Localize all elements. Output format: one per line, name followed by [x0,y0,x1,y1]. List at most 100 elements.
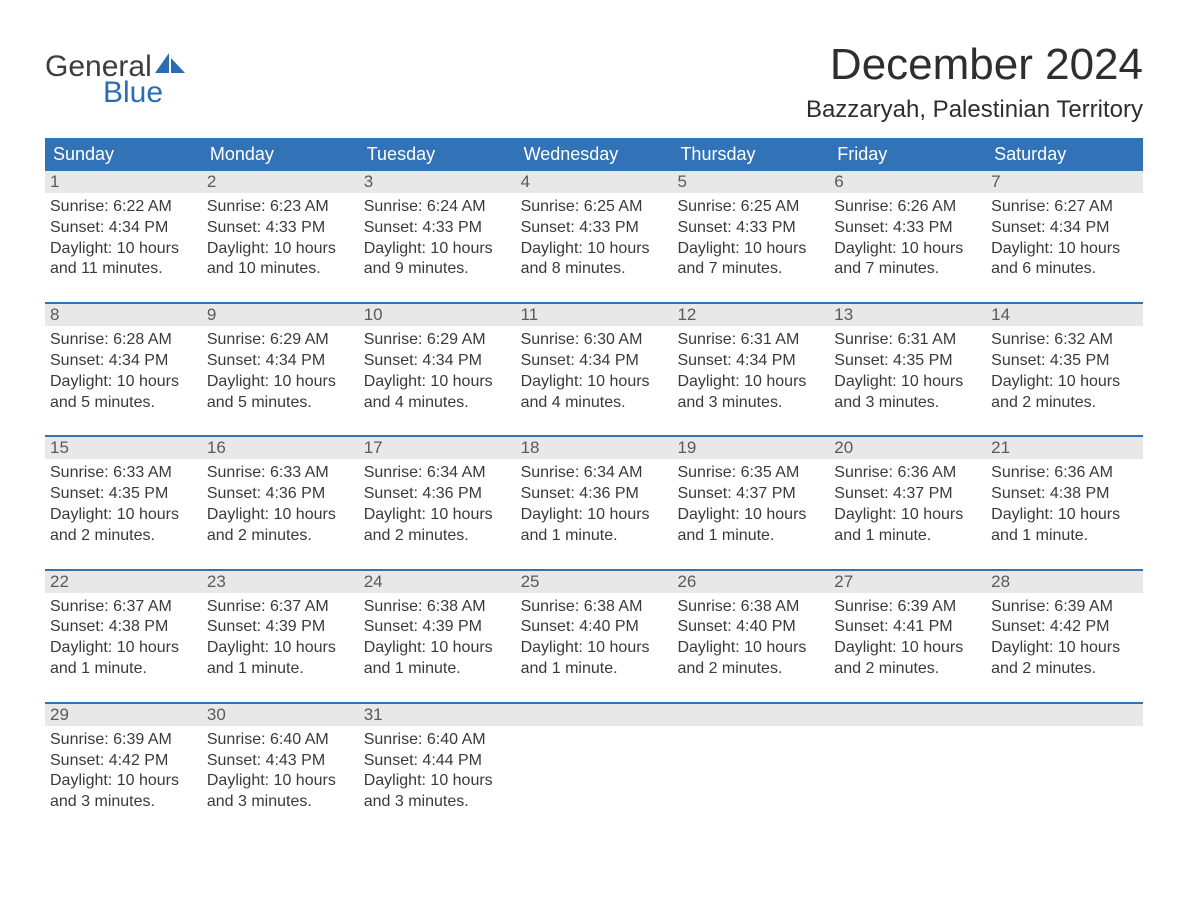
day-dl1: Daylight: 10 hours [207,638,354,659]
day-dl1: Daylight: 10 hours [834,638,981,659]
day-sunset: Sunset: 4:34 PM [677,351,824,372]
day-number: 7 [986,171,1143,193]
day-cell: Sunrise: 6:39 AMSunset: 4:42 PMDaylight:… [986,593,1143,702]
day-dl2: and 9 minutes. [364,259,511,280]
day-sunset: Sunset: 4:40 PM [677,617,824,638]
day-cell: Sunrise: 6:40 AMSunset: 4:44 PMDaylight:… [359,726,516,835]
day-number: 30 [202,704,359,726]
day-dl1: Daylight: 10 hours [50,638,197,659]
day-sunrise: Sunrise: 6:29 AM [207,330,354,351]
day-sunrise: Sunrise: 6:37 AM [50,597,197,618]
day-sunset: Sunset: 4:34 PM [50,218,197,239]
day-number: 25 [516,571,673,593]
day-sunset: Sunset: 4:35 PM [50,484,197,505]
cells-row: Sunrise: 6:37 AMSunset: 4:38 PMDaylight:… [45,593,1143,702]
day-cell: Sunrise: 6:39 AMSunset: 4:41 PMDaylight:… [829,593,986,702]
daynum-row: 891011121314 [45,304,1143,326]
daynum-row: 22232425262728 [45,571,1143,593]
day-dl1: Daylight: 10 hours [50,239,197,260]
day-dl1: Daylight: 10 hours [50,505,197,526]
day-sunset: Sunset: 4:37 PM [834,484,981,505]
day-dl1: Daylight: 10 hours [364,638,511,659]
day-cell: Sunrise: 6:26 AMSunset: 4:33 PMDaylight:… [829,193,986,302]
day-number [516,704,673,726]
day-dl2: and 1 minute. [834,526,981,547]
day-dl2: and 1 minute. [364,659,511,680]
day-cell: Sunrise: 6:32 AMSunset: 4:35 PMDaylight:… [986,326,1143,435]
day-number: 3 [359,171,516,193]
day-cell: Sunrise: 6:40 AMSunset: 4:43 PMDaylight:… [202,726,359,835]
day-sunset: Sunset: 4:34 PM [50,351,197,372]
day-number: 1 [45,171,202,193]
day-number: 18 [516,437,673,459]
day-header: Friday [829,138,986,171]
day-dl2: and 2 minutes. [677,659,824,680]
day-cell [516,726,673,835]
day-sunset: Sunset: 4:33 PM [677,218,824,239]
day-sunrise: Sunrise: 6:36 AM [834,463,981,484]
day-dl2: and 2 minutes. [834,659,981,680]
day-header: Wednesday [516,138,673,171]
day-sunset: Sunset: 4:33 PM [364,218,511,239]
day-dl2: and 3 minutes. [207,792,354,813]
day-sunrise: Sunrise: 6:32 AM [991,330,1138,351]
title-block: December 2024 Bazzaryah, Palestinian Ter… [806,40,1143,124]
day-cell: Sunrise: 6:36 AMSunset: 4:38 PMDaylight:… [986,459,1143,568]
day-sunset: Sunset: 4:33 PM [207,218,354,239]
calendar: Sunday Monday Tuesday Wednesday Thursday… [45,138,1143,835]
day-number: 5 [672,171,829,193]
day-dl2: and 2 minutes. [50,526,197,547]
day-dl1: Daylight: 10 hours [207,372,354,393]
day-dl2: and 3 minutes. [364,792,511,813]
day-dl2: and 1 minute. [991,526,1138,547]
daynum-row: 293031 [45,704,1143,726]
day-cell: Sunrise: 6:38 AMSunset: 4:40 PMDaylight:… [672,593,829,702]
day-sunrise: Sunrise: 6:31 AM [834,330,981,351]
day-dl2: and 1 minute. [50,659,197,680]
calendar-week: 293031Sunrise: 6:39 AMSunset: 4:42 PMDay… [45,702,1143,835]
day-cell: Sunrise: 6:24 AMSunset: 4:33 PMDaylight:… [359,193,516,302]
day-sunrise: Sunrise: 6:24 AM [364,197,511,218]
day-number: 31 [359,704,516,726]
day-sunrise: Sunrise: 6:39 AM [834,597,981,618]
day-dl1: Daylight: 10 hours [677,505,824,526]
day-number: 10 [359,304,516,326]
day-sunset: Sunset: 4:43 PM [207,751,354,772]
day-cell: Sunrise: 6:31 AMSunset: 4:35 PMDaylight:… [829,326,986,435]
day-dl1: Daylight: 10 hours [834,372,981,393]
day-cell [672,726,829,835]
page-header: General Blue December 2024 Bazzaryah, Pa… [45,40,1143,124]
day-header: Sunday [45,138,202,171]
day-dl2: and 4 minutes. [364,393,511,414]
day-dl1: Daylight: 10 hours [207,505,354,526]
day-dl2: and 3 minutes. [834,393,981,414]
day-sunset: Sunset: 4:35 PM [991,351,1138,372]
day-number: 24 [359,571,516,593]
daynum-row: 15161718192021 [45,437,1143,459]
day-cell: Sunrise: 6:38 AMSunset: 4:40 PMDaylight:… [516,593,673,702]
day-cell: Sunrise: 6:25 AMSunset: 4:33 PMDaylight:… [516,193,673,302]
day-dl1: Daylight: 10 hours [50,771,197,792]
day-dl1: Daylight: 10 hours [991,505,1138,526]
day-dl1: Daylight: 10 hours [364,239,511,260]
day-sunset: Sunset: 4:44 PM [364,751,511,772]
day-sunset: Sunset: 4:38 PM [50,617,197,638]
day-cell: Sunrise: 6:34 AMSunset: 4:36 PMDaylight:… [516,459,673,568]
day-number: 8 [45,304,202,326]
day-dl2: and 2 minutes. [991,393,1138,414]
calendar-week: 22232425262728Sunrise: 6:37 AMSunset: 4:… [45,569,1143,702]
day-sunset: Sunset: 4:39 PM [364,617,511,638]
day-number: 27 [829,571,986,593]
day-number: 29 [45,704,202,726]
day-dl2: and 1 minute. [207,659,354,680]
day-cell: Sunrise: 6:23 AMSunset: 4:33 PMDaylight:… [202,193,359,302]
day-dl1: Daylight: 10 hours [364,505,511,526]
day-sunrise: Sunrise: 6:25 AM [521,197,668,218]
day-cell: Sunrise: 6:29 AMSunset: 4:34 PMDaylight:… [359,326,516,435]
day-sunset: Sunset: 4:40 PM [521,617,668,638]
day-sunrise: Sunrise: 6:35 AM [677,463,824,484]
day-number: 22 [45,571,202,593]
logo-text-2: Blue [103,76,185,110]
day-dl1: Daylight: 10 hours [991,239,1138,260]
day-cell: Sunrise: 6:33 AMSunset: 4:36 PMDaylight:… [202,459,359,568]
